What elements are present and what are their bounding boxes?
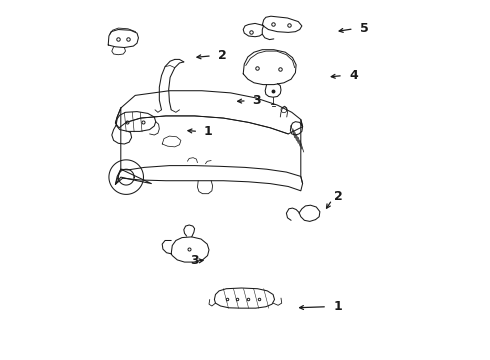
- Text: 2: 2: [218, 49, 227, 62]
- Text: 1: 1: [204, 125, 212, 138]
- Text: 2: 2: [334, 190, 343, 203]
- Text: 3: 3: [252, 94, 261, 107]
- Text: 4: 4: [349, 69, 358, 82]
- Text: 1: 1: [333, 300, 342, 313]
- Text: 5: 5: [360, 22, 369, 35]
- Text: 3: 3: [190, 255, 199, 267]
